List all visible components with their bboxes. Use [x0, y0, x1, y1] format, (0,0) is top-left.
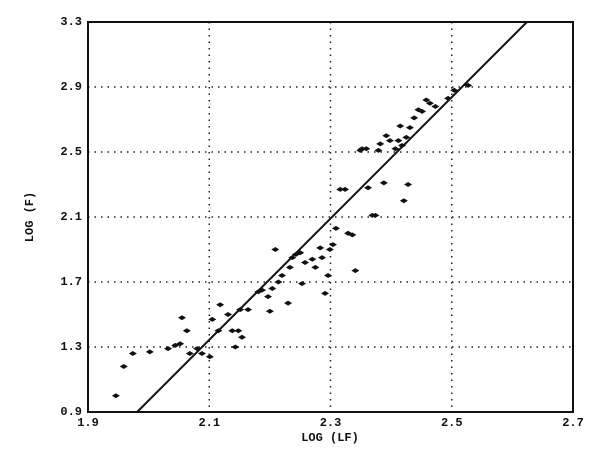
fit-line: [136, 21, 528, 413]
point: [410, 115, 419, 121]
point: [382, 133, 391, 139]
point: [341, 186, 350, 192]
point: [205, 354, 214, 360]
point: [399, 198, 408, 204]
point: [376, 141, 385, 147]
point: [311, 264, 320, 270]
point: [402, 134, 411, 140]
point: [348, 232, 357, 238]
point: [318, 255, 327, 261]
point: [274, 279, 283, 285]
point: [301, 260, 310, 265]
point: [404, 182, 413, 187]
y-tick-label: 1.3: [60, 340, 82, 354]
point: [374, 147, 383, 153]
y-tick-label: 2.9: [60, 80, 82, 94]
point: [394, 138, 403, 144]
point: [328, 242, 337, 248]
point: [285, 264, 294, 270]
point: [111, 393, 120, 399]
point: [385, 138, 394, 144]
point: [119, 364, 128, 369]
point: [425, 100, 434, 106]
point: [216, 302, 225, 308]
point: [182, 328, 191, 334]
point: [244, 307, 253, 313]
point: [234, 328, 243, 334]
point: [371, 212, 380, 218]
x-tick-label: 1.9: [77, 416, 99, 430]
x-tick-label: 2.1: [198, 416, 220, 430]
point: [231, 344, 240, 350]
point: [145, 349, 154, 355]
point: [176, 341, 185, 347]
point: [391, 146, 400, 152]
point: [422, 97, 431, 103]
point: [358, 146, 367, 152]
point: [271, 247, 280, 252]
point: [298, 281, 307, 287]
point: [264, 294, 273, 300]
point: [308, 256, 317, 262]
point: [237, 334, 246, 340]
point: [128, 351, 137, 356]
point: [321, 290, 330, 296]
y-tick-label: 2.1: [60, 210, 82, 224]
x-tick-label: 2.3: [320, 416, 342, 430]
y-tick-label: 1.7: [60, 275, 82, 289]
y-tick-label: 0.9: [60, 405, 82, 419]
point: [379, 180, 388, 186]
point: [208, 316, 217, 322]
point: [362, 146, 371, 152]
x-tick-label: 2.7: [562, 416, 584, 430]
point: [228, 328, 237, 334]
point: [197, 351, 206, 356]
point: [396, 123, 405, 129]
point: [224, 312, 233, 317]
y-axis-label: LOG (F): [23, 192, 37, 242]
point: [177, 315, 186, 321]
point: [265, 308, 274, 314]
point: [364, 185, 373, 191]
point: [431, 104, 440, 109]
point: [351, 268, 360, 274]
x-tick-label: 2.5: [441, 416, 463, 430]
y-tick-label: 3.3: [60, 15, 82, 29]
point: [405, 125, 414, 131]
point: [278, 273, 286, 278]
point: [164, 346, 173, 352]
point: [331, 225, 340, 231]
point: [336, 186, 345, 192]
point: [324, 273, 333, 278]
y-tick-label: 2.5: [60, 145, 82, 159]
plot-frame: [87, 21, 574, 413]
point: [268, 286, 277, 291]
point: [284, 300, 293, 306]
point: [316, 245, 325, 251]
point: [418, 108, 427, 114]
point: [185, 351, 194, 356]
point: [325, 247, 334, 252]
x-axis-label: LOG (LF): [301, 431, 359, 445]
